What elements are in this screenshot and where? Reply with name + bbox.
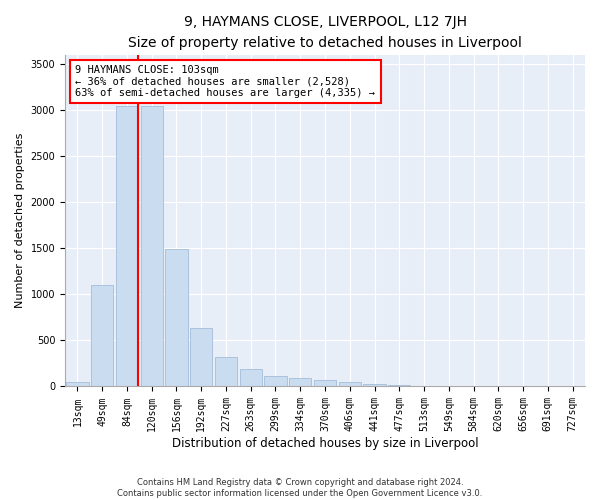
Bar [215,356,237,386]
Bar [91,285,113,386]
Bar [66,382,89,386]
Bar [166,250,188,386]
Bar [388,385,410,386]
X-axis label: Distribution of detached houses by size in Liverpool: Distribution of detached houses by size … [172,437,478,450]
Bar [364,384,386,386]
Title: 9, HAYMANS CLOSE, LIVERPOOL, L12 7JH
Size of property relative to detached house: 9, HAYMANS CLOSE, LIVERPOOL, L12 7JH Siz… [128,15,522,50]
Text: Contains HM Land Registry data © Crown copyright and database right 2024.
Contai: Contains HM Land Registry data © Crown c… [118,478,482,498]
Bar [338,382,361,386]
Bar [289,378,311,386]
Bar [190,328,212,386]
Bar [116,106,138,386]
Text: 9 HAYMANS CLOSE: 103sqm
← 36% of detached houses are smaller (2,528)
63% of semi: 9 HAYMANS CLOSE: 103sqm ← 36% of detache… [76,65,376,98]
Bar [239,370,262,386]
Bar [314,380,336,386]
Bar [265,376,287,386]
Y-axis label: Number of detached properties: Number of detached properties [15,133,25,308]
Bar [140,106,163,386]
